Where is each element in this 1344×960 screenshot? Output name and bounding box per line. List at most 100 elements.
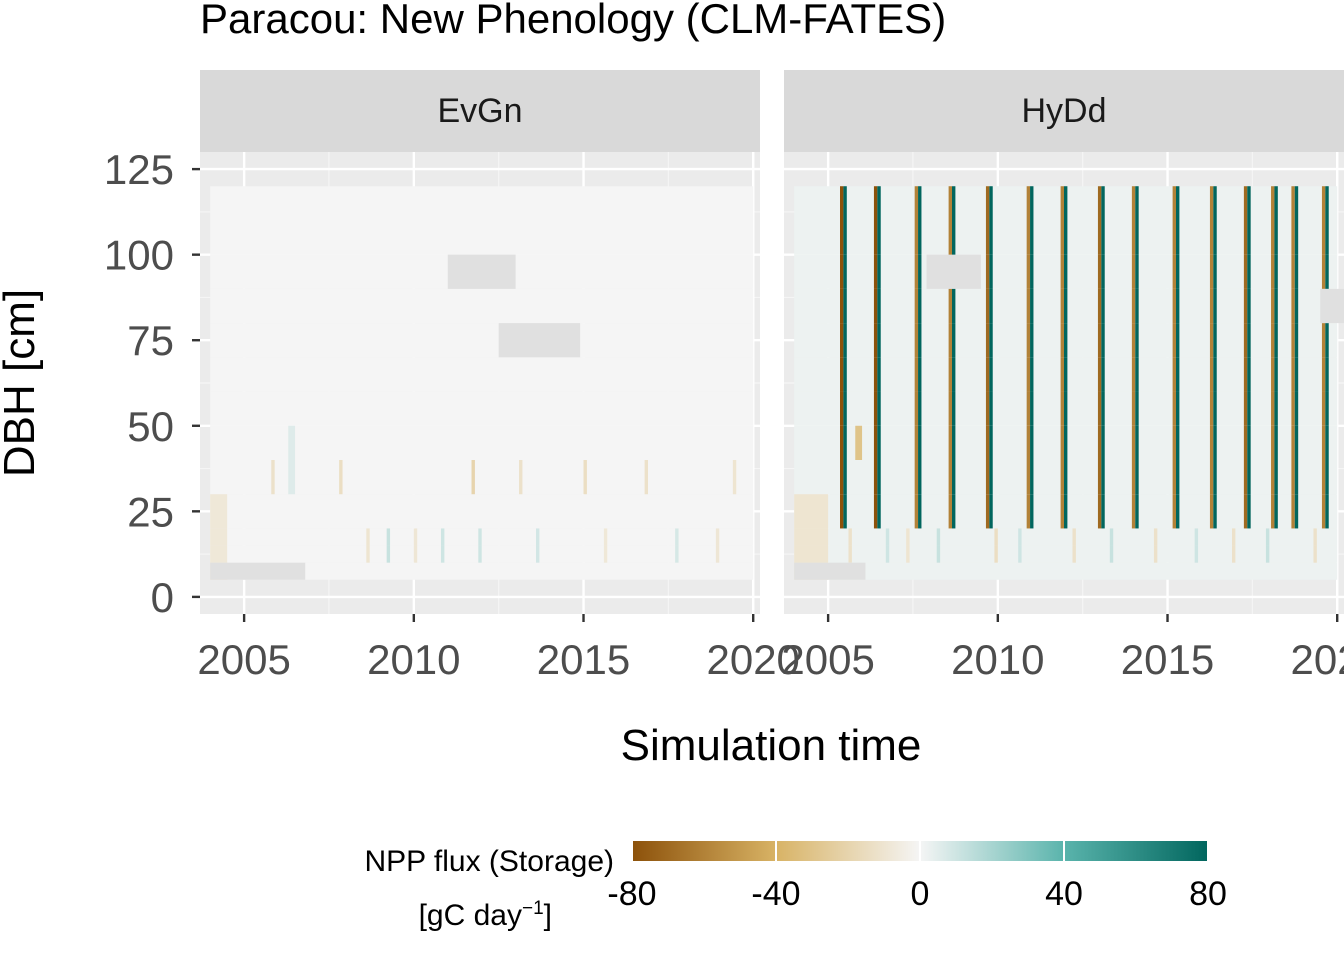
heatmap-cell: [478, 528, 482, 546]
heatmap-cell: [1320, 288, 1344, 324]
heatmap-cell: [1247, 357, 1251, 392]
heatmap-cell: [1247, 186, 1251, 255]
heatmap-cell: [877, 288, 881, 324]
heatmap-cell: [840, 494, 844, 529]
heatmap-cell: [498, 323, 581, 358]
heatmap-cell: [989, 186, 993, 255]
heatmap-cell: [914, 425, 919, 460]
heatmap-cell: [1294, 460, 1299, 495]
heatmap-cell: [877, 494, 881, 529]
heatmap-cell: [936, 545, 941, 563]
heatmap-cell: [877, 460, 881, 495]
heatmap-cell: [989, 494, 993, 529]
facet-strip: [200, 70, 760, 152]
heatmap-cell: [843, 357, 847, 392]
heatmap-cell: [873, 288, 878, 324]
heatmap-cell: [210, 545, 228, 563]
heatmap-cell: [985, 494, 990, 529]
heatmap-cell: [1064, 288, 1068, 324]
heatmap-cell: [1321, 494, 1326, 529]
heatmap-cell: [873, 357, 878, 392]
heatmap-cell: [1271, 323, 1275, 358]
heatmap-cell: [952, 357, 956, 392]
heatmap-cell: [210, 425, 754, 460]
x-tick-label: 2020: [1290, 636, 1344, 683]
heatmap-cell: [1294, 425, 1299, 460]
heatmap-cell: [1274, 288, 1278, 324]
heatmap-cell: [948, 186, 952, 255]
heatmap-cell: [1243, 323, 1248, 358]
x-tick-label: 2010: [951, 636, 1044, 683]
heatmap-cell: [952, 323, 956, 358]
x-tick-label: 2020: [706, 636, 799, 683]
heatmap-cell: [1064, 391, 1068, 426]
heatmap-cell: [936, 528, 941, 546]
heatmap-cell: [1325, 425, 1329, 460]
heatmap-cell: [1153, 545, 1158, 563]
heatmap-cell: [989, 391, 993, 426]
heatmap-cell: [794, 562, 1338, 580]
heatmap-cell: [1135, 357, 1139, 392]
heatmap-cell: [914, 460, 919, 495]
heatmap-cell: [985, 186, 990, 255]
heatmap-cell: [1271, 186, 1275, 255]
heatmap-cell: [1135, 425, 1139, 460]
heatmap-cell: [1172, 288, 1176, 324]
chart-title: Paracou: New Phenology (CLM-FATES): [200, 0, 946, 42]
panel-HyDd: HyDd 2005 2010 2015 2020: [781, 70, 1344, 683]
heatmap-cell: [1097, 186, 1102, 255]
heatmap-cell: [877, 357, 881, 392]
heatmap-cell: [715, 528, 720, 546]
heatmap-cell: [1135, 323, 1139, 358]
legend-ticks: -80 -40 0 40 80: [607, 841, 1227, 913]
legend-tick-label: -80: [607, 875, 656, 913]
heatmap-cell: [877, 425, 881, 460]
heatmap-cell: [1030, 494, 1034, 529]
heatmap-cell: [914, 288, 919, 324]
heatmap-cell: [794, 545, 829, 563]
heatmap-cell: [1064, 460, 1068, 495]
heatmap-cell: [885, 545, 890, 563]
heatmap-cell: [1064, 357, 1068, 392]
heatmap-cell: [1325, 323, 1329, 358]
heatmap-cell: [985, 425, 990, 460]
heatmap-cell: [1131, 391, 1136, 426]
heatmap-cell: [1271, 357, 1275, 392]
heatmap-cell: [1030, 288, 1034, 324]
heatmap-cell: [1131, 494, 1136, 529]
heatmap-cell: [873, 494, 878, 529]
heatmap-cell: [843, 494, 847, 529]
heatmap-cell: [1026, 323, 1031, 358]
heatmap-cell: [918, 357, 922, 392]
heatmap-cell: [1101, 288, 1105, 324]
heatmap-cell: [1294, 186, 1299, 255]
heatmap-cell: [386, 528, 391, 546]
heatmap-cell: [840, 288, 844, 324]
heatmap-cell: [1060, 391, 1064, 426]
heatmap-cell: [1291, 186, 1295, 255]
color-legend: NPP flux (Storage) [gC day−1] -80 -40 0 40 8…: [364, 841, 1227, 932]
y-tick-label: 0: [151, 574, 174, 621]
heatmap-cell: [1232, 545, 1236, 563]
heatmap-cell: [1213, 323, 1217, 358]
heatmap-cell: [1232, 528, 1236, 546]
heatmap-cell: [1176, 460, 1180, 495]
heatmap-cell: [1243, 186, 1248, 255]
heatmap-cell: [210, 288, 754, 324]
heatmap-cell: [1294, 323, 1299, 358]
heatmap-cell: [1131, 323, 1136, 358]
heatmap-cell: [1172, 391, 1176, 426]
heatmap-cell: [1172, 323, 1176, 358]
heatmap-cell: [1101, 323, 1105, 358]
heatmap-cell: [1101, 254, 1105, 289]
heatmap-cell: [1209, 186, 1214, 255]
heatmap-cell: [1172, 460, 1176, 495]
legend-title: NPP flux (Storage): [364, 845, 614, 878]
heatmap-cell: [914, 323, 919, 358]
heatmap-cell: [877, 323, 881, 358]
heatmap-cell: [873, 254, 878, 289]
heatmap-cell: [1209, 494, 1214, 529]
heatmap-cell: [840, 254, 844, 289]
y-tick-label: 25: [127, 488, 174, 535]
heatmap-cell: [843, 186, 847, 255]
